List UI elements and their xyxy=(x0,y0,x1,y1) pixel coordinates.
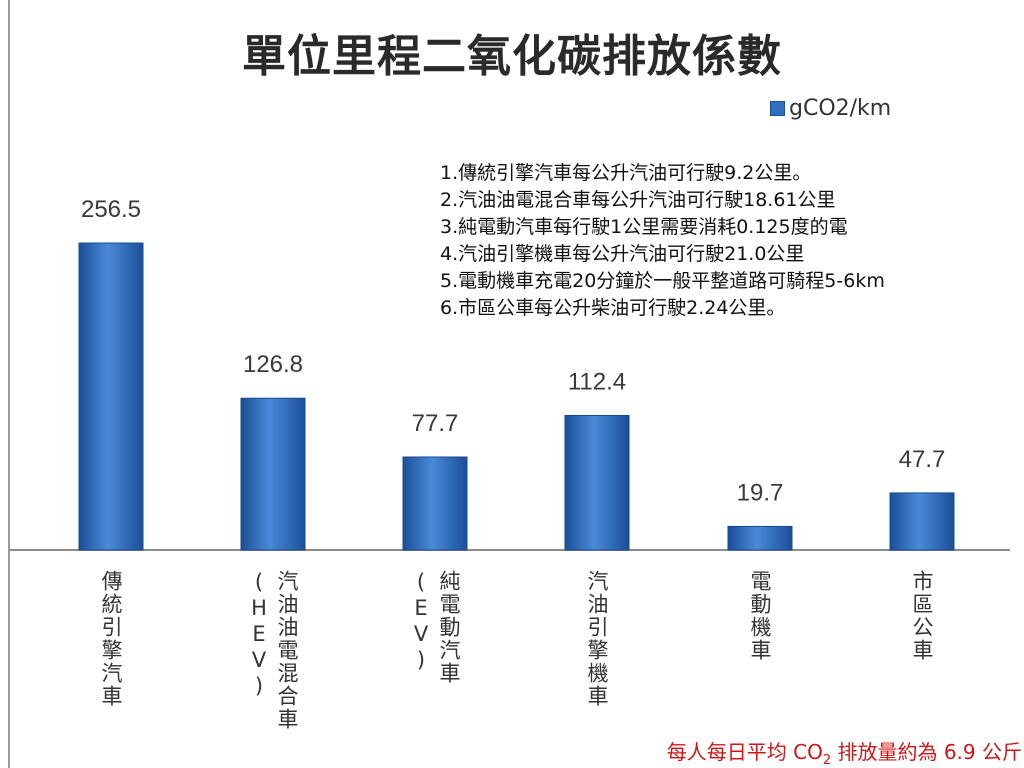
bar xyxy=(564,414,630,551)
bar-value-label: 19.7 xyxy=(737,479,784,506)
footer-prefix: 每人每日平均 CO xyxy=(666,740,823,764)
bar xyxy=(240,397,306,551)
bar xyxy=(402,456,468,551)
bar-value-label: 256.5 xyxy=(81,196,141,223)
bar xyxy=(727,525,793,551)
legend-swatch xyxy=(770,101,785,116)
category-label: 電動機車 xyxy=(748,570,772,662)
category-label: 市區公車 xyxy=(910,570,934,662)
legend-label: gCO2/km xyxy=(789,96,892,121)
note-item: 3.純電動汽車每行駛1公里需要消耗0.125度的電 xyxy=(440,216,848,238)
footer-suffix: 排放量約為 6.9 公斤 xyxy=(831,740,1022,764)
bar-value-label: 77.7 xyxy=(412,410,459,437)
chart-frame xyxy=(8,0,1024,768)
footer-subscript: 2 xyxy=(822,753,832,768)
bar-value-label: 126.8 xyxy=(243,351,303,378)
bar-value-label: 112.4 xyxy=(568,368,626,395)
note-item: 2.汽油油電混合車每公升汽油可行駛18.61公里 xyxy=(440,189,836,211)
bar xyxy=(889,492,955,551)
notes-list: 1.傳統引擎汽車每公升汽油可行駛9.2公里。 2.汽油油電混合車每公升汽油可行駛… xyxy=(440,160,885,322)
category-label: 汽油油電混合車(HEV) xyxy=(247,570,299,731)
note-item: 5.電動機車充電20分鐘於一般平整道路可騎程5-6km xyxy=(440,270,885,292)
note-item: 1.傳統引擎汽車每公升汽油可行駛9.2公里。 xyxy=(440,162,812,184)
note-item: 4.汽油引擎機車每公升汽油可行駛21.0公里 xyxy=(440,243,805,265)
bar xyxy=(78,242,144,551)
bar-value-label: 47.7 xyxy=(899,446,946,473)
note-item: 6.市區公車每公升柴油可行駛2.24公里。 xyxy=(440,297,786,319)
legend: gCO2/km xyxy=(770,96,891,121)
footer-note: 每人每日平均 CO2 排放量約為 6.9 公斤 xyxy=(667,736,1022,768)
chart-title: 單位里程二氧化碳排放係數 xyxy=(242,31,782,82)
category-label: 傳統引擎汽車 xyxy=(99,570,123,708)
category-label: 汽油引擎機車 xyxy=(585,570,609,708)
category-label: 純電動汽車(EV) xyxy=(409,570,461,685)
